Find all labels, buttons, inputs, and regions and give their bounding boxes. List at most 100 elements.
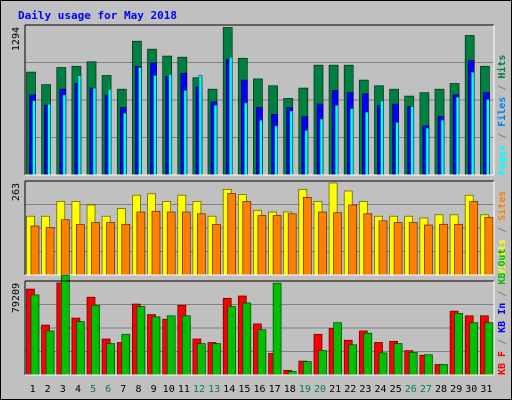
day-label: 4: [75, 384, 81, 395]
bar-sites: [424, 224, 433, 276]
bar-sites: [45, 227, 55, 276]
day-label: 22: [344, 384, 356, 395]
bar-sites: [287, 213, 297, 276]
bar-sites: [136, 211, 146, 276]
bar-kb-out: [30, 294, 40, 376]
bar-sites: [151, 210, 161, 276]
day-label: 27: [420, 384, 432, 395]
bar-pages: [349, 108, 354, 176]
legend-entry: KB Out: [497, 249, 508, 285]
bar-pages: [410, 106, 415, 176]
bar-kb-out: [136, 306, 146, 376]
bar-kb-out: [212, 343, 221, 376]
bar-kb-out: [378, 352, 388, 376]
bar-kb-out: [45, 330, 55, 376]
day-label: 11: [178, 384, 190, 395]
legend-entry: /: [497, 333, 508, 351]
day-label: 29: [450, 384, 462, 395]
day-label: 15: [238, 384, 250, 395]
bar-sites: [469, 201, 479, 276]
legend-entry: /: [497, 127, 508, 145]
bar-sites: [60, 219, 70, 276]
bar-kb-out: [393, 343, 403, 376]
bar-sites: [197, 213, 206, 276]
day-label: 21: [329, 384, 341, 395]
bar-sites: [76, 223, 85, 276]
panel-3: 79209 KB F / KB In / KB Out: [11, 249, 508, 376]
day-label: 1: [30, 384, 36, 395]
bar-kb-out: [454, 313, 463, 376]
bar-sites: [272, 215, 282, 276]
legend-entry: /: [497, 79, 508, 97]
bar-sites: [318, 211, 327, 276]
day-label: 20: [314, 384, 326, 395]
legend-entry: /: [497, 285, 508, 303]
bar-kb-out: [302, 361, 312, 376]
bar-pages: [228, 56, 233, 176]
bar-pages: [319, 118, 324, 176]
bar-sites: [212, 223, 221, 276]
bar-sites: [227, 193, 237, 276]
bar-kb-out: [106, 343, 115, 376]
bar-pages: [153, 75, 157, 176]
bar-pages: [455, 96, 460, 176]
bar-pages: [168, 74, 173, 176]
bar-pages: [425, 127, 430, 176]
bar-pages: [395, 122, 399, 176]
bar-kb-out: [484, 322, 494, 376]
bar-pages: [274, 125, 278, 176]
bar-pages: [32, 100, 36, 176]
bar-pages: [62, 94, 67, 176]
day-label: 30: [465, 384, 477, 395]
day-label: 19: [299, 384, 311, 395]
bar-kb-out: [348, 344, 358, 376]
day-label: 2: [45, 384, 51, 395]
bar-sites: [181, 211, 191, 276]
panel-1: 1294 Pages / Files / Hits: [11, 24, 508, 176]
legend: Pages / Files / Hits: [496, 55, 508, 175]
day-label: 18: [284, 384, 296, 395]
bar-pages: [364, 111, 369, 176]
bar-pages: [47, 103, 51, 176]
legend-entry: Hits: [496, 55, 508, 79]
bar-pages: [107, 88, 112, 176]
day-label: 6: [105, 384, 111, 395]
bar-sites: [363, 213, 373, 276]
bar-sites: [91, 222, 100, 276]
legend: KB F / KB In / KB Out: [497, 249, 508, 375]
bar-kb-out: [166, 315, 176, 376]
bar-pages: [289, 110, 294, 176]
legend-entry: Files: [496, 97, 508, 127]
day-label: 14: [223, 384, 235, 395]
bar-pages: [243, 102, 248, 176]
bar-kb-out: [197, 343, 206, 376]
bar-kb-out: [469, 322, 479, 376]
bar-sites: [242, 201, 252, 276]
bar-kb-out: [408, 352, 418, 376]
bar-sites: [393, 222, 403, 276]
legend-entry: KB In: [497, 303, 508, 333]
bar-kb-out: [60, 274, 70, 376]
bar-kb-out: [439, 364, 448, 376]
panel-2: 263 Visits / Sites: [11, 180, 508, 276]
bar-kb-out: [227, 306, 237, 376]
day-label: 3: [60, 384, 66, 395]
day-label: 7: [120, 384, 126, 395]
legend-entry: Sites: [496, 191, 508, 221]
legend: Visits / Sites: [496, 191, 508, 275]
y-max-label: 79209: [11, 283, 22, 313]
bar-pages: [77, 75, 82, 176]
bar-sites: [121, 223, 131, 276]
bar-sites: [484, 216, 494, 276]
bar-kb-out: [91, 304, 100, 376]
bar-sites: [30, 225, 40, 276]
bar-kb-out: [318, 350, 327, 376]
legend-entry: Pages: [497, 145, 508, 175]
chart-title: Daily usage for May 2018: [18, 9, 177, 22]
legend-entry: /: [497, 221, 508, 239]
chart-panels: 1294 Pages / Files / Hits 263 Visits / Site…: [11, 24, 508, 376]
bar-sites: [257, 215, 267, 276]
legend-entry: KB F: [497, 351, 508, 375]
bar-sites: [348, 204, 358, 276]
